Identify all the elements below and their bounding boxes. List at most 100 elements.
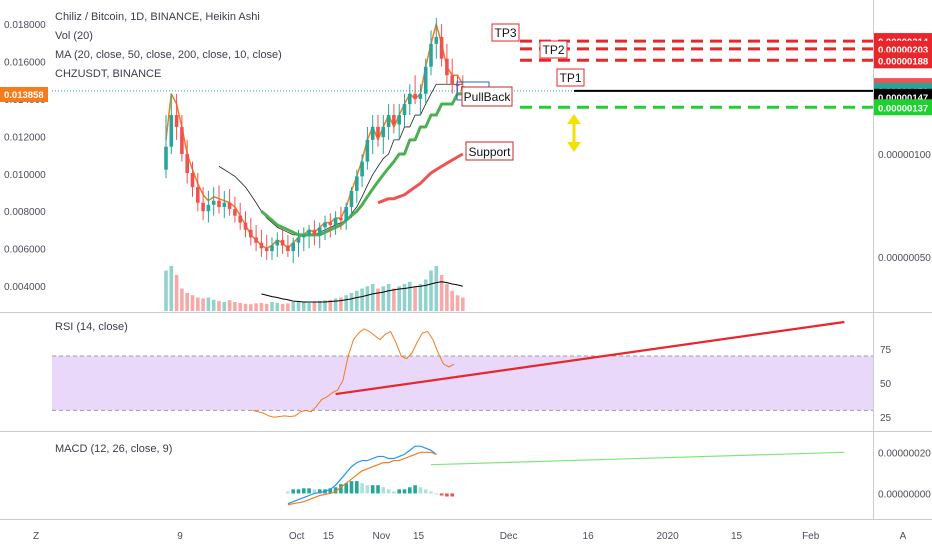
macd-histogram-bar [418,487,423,494]
candle-body [381,126,386,138]
volume-bar [249,304,253,311]
candle-body [339,217,343,221]
left-axis-tick-label: 0.008000 [4,207,46,218]
rsi-axis-tick-label: 25 [880,413,892,424]
rsi-axis[interactable]: 25 50 75 [880,345,892,424]
legend-volume[interactable]: Vol (20) [55,30,93,42]
volume-bar [429,270,433,311]
candle [211,187,216,216]
candle [333,211,338,235]
volume-bar [286,303,290,311]
candle-body [386,115,391,127]
volume-bar [164,270,168,311]
volume-bar [211,299,216,311]
price-tag-bg [874,99,932,116]
macd-histogram-bar [413,485,417,494]
time-axis-tick-label: 2020 [656,531,679,542]
volume-bar [227,300,232,311]
time-axis-tick-label: 16 [583,531,595,542]
candle [174,93,179,140]
volume-bar [317,301,322,311]
macd-histogram-bar [397,489,401,494]
time-axis[interactable]: 9 Oct 15 Nov 15 Dec 16 2020 15 Feb [177,531,820,542]
tp1-annotation[interactable]: TP1 [556,68,585,87]
candle-body [323,222,327,228]
volume-bar [434,266,439,311]
price-pane[interactable]: 0.004000 0.006000 0.008000 0.010000 0.012000… [0,11,932,311]
legend-comparison[interactable]: CHZUSDT, BINANCE [55,68,161,80]
candle [450,58,454,94]
auto-scale-icon-label: A [900,531,907,542]
candle [423,58,428,105]
tp2-annotation[interactable]: TP2 [539,40,568,59]
time-axis-tick-label: 15 [413,531,425,542]
volume-bar [328,299,333,311]
time-axis-tick-label: Oct [289,531,305,542]
volume-bar [190,295,195,311]
volume-bar [206,297,211,311]
rsi-pane[interactable]: 25 50 75 RSI (14, close) [52,320,892,424]
candle-body [450,75,454,85]
current-price-tag-left: 0.013858 [0,87,48,102]
rsi-legend[interactable]: RSI (14, close) [55,321,128,333]
volume-bar [370,284,375,311]
macd-trendline[interactable] [430,451,845,466]
support-label: Support [468,145,511,159]
timezone-icon[interactable]: Z [33,531,39,542]
macd-pane[interactable]: 0.00000000 0.00000020 MACD (12, 26, close… [55,443,931,506]
volume-bar [339,297,343,311]
candle-body [307,229,311,235]
volume-bar [418,284,423,311]
macd-histogram-bar [381,487,386,494]
macd-histogram-bar [328,488,333,494]
volume-bar [386,284,391,311]
horizontal-levels[interactable] [520,39,873,109]
volume-bar [270,302,274,311]
right-axis-tick-label: 0.00000100 [878,150,931,161]
left-axis-tick-label: 0.016000 [4,58,46,69]
tp3-annotation[interactable]: TP3 [491,23,520,42]
candle-body [312,229,317,235]
candle [270,237,274,260]
candle-body [365,139,370,162]
macd-histogram-bar [296,489,301,494]
candle [402,93,407,127]
support-annotation[interactable]: Support [465,141,514,161]
pullback-box [461,86,513,107]
price-tag-text: 0.00000188 [878,56,928,67]
auto-scale-icon[interactable]: A [900,531,907,542]
macd-legend[interactable]: MACD (12, 26, close, 9) [55,443,172,455]
macd-histogram-bar [302,488,306,494]
macd-axis[interactable]: 0.00000000 0.00000020 [878,448,931,500]
volume-bar [376,288,380,311]
tp3-box [491,23,520,42]
volume-bar [302,302,306,311]
macd-histogram-bar [386,489,391,494]
pullback-annotation[interactable]: PullBack [456,81,513,107]
right-price-axis[interactable]: 0.000000500.000001000.000002140.00000203… [874,33,932,264]
macd-line [287,445,437,505]
left-axis-tick-label: 0.012000 [4,132,46,143]
volume-bar [360,288,364,311]
price-legend[interactable]: Chiliz / Bitcoin, 1D, BINANCE, Heikin As… [55,11,282,80]
support-box [465,141,514,161]
macd-axis-tick-label: 0.00000020 [878,448,931,459]
pullback-label: PullBack [464,90,512,104]
legend-symbol[interactable]: Chiliz / Bitcoin, 1D, BINANCE, Heikin As… [55,11,260,23]
yellow-double-arrow[interactable] [567,114,581,152]
tp3-label: TP3 [494,26,516,40]
right-axis-tick-label: 0.00000050 [878,253,931,264]
legend-moving-averages[interactable]: MA (20, close, 50, close, 200, close, 10… [55,49,282,61]
macd-histogram-bar [429,491,433,494]
candle-body [227,202,232,210]
volume-bar [196,297,200,311]
candle-body [275,240,280,246]
price-tag: 0.00000188 [874,52,932,69]
candle-body [349,190,354,207]
rsi-trendline[interactable] [335,320,845,396]
candle [227,188,232,216]
candle [286,234,290,257]
macd-axis-tick-label: 0.00000000 [878,489,931,500]
candle-body [370,126,375,140]
